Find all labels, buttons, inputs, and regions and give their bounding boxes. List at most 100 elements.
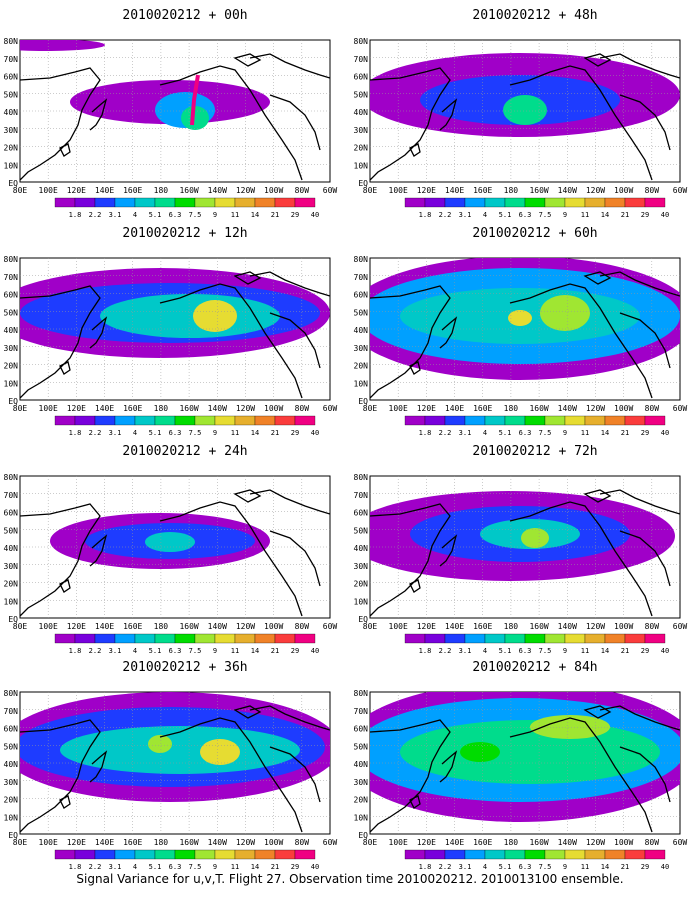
colorbar-label: 40 xyxy=(661,429,669,437)
colorbar-label: 14 xyxy=(601,211,609,219)
lat-label: 60N xyxy=(4,509,19,518)
colorbar-swatch xyxy=(404,415,426,426)
colorbar-swatch xyxy=(294,633,316,644)
colorbar-swatch xyxy=(644,849,666,860)
colorbar-label: 1.8 xyxy=(69,863,82,871)
colorbar-swatch xyxy=(54,633,76,644)
variance-contour xyxy=(530,715,610,739)
lon-label: 60W xyxy=(673,186,688,195)
colorbar-label: 7.5 xyxy=(539,429,552,437)
colorbar-swatch xyxy=(74,633,96,644)
lat-label: 20N xyxy=(354,580,369,589)
lon-label: 140E xyxy=(95,404,114,413)
colorbar-swatch xyxy=(404,849,426,860)
colorbar-label: 29 xyxy=(641,211,649,219)
colorbar-label: 40 xyxy=(311,211,319,219)
colorbar-swatch xyxy=(484,849,506,860)
coastline xyxy=(233,271,262,285)
lat-label: 80N xyxy=(4,255,19,264)
lat-label: 40N xyxy=(4,760,19,769)
colorbar-swatch xyxy=(114,849,136,860)
variance-contour xyxy=(540,295,590,331)
lon-label: 160E xyxy=(473,622,492,631)
colorbar-label: 4 xyxy=(483,863,487,871)
variance-field xyxy=(20,476,330,618)
coastline xyxy=(233,489,262,503)
coastline xyxy=(233,53,262,67)
lat-label: 20N xyxy=(4,144,19,153)
colorbar-label: 2.2 xyxy=(89,647,102,655)
variance-field xyxy=(370,476,680,618)
colorbar-label: 3.1 xyxy=(109,211,122,219)
colorbar-label: 40 xyxy=(311,429,319,437)
lat-label: 60N xyxy=(354,291,369,300)
colorbar-label: 5.1 xyxy=(499,863,512,871)
lon-label: 120E xyxy=(67,622,86,631)
coastline xyxy=(509,717,653,833)
lon-label: 140W xyxy=(558,838,577,847)
coastline xyxy=(159,717,303,833)
lon-label: 120W xyxy=(236,186,255,195)
lat-label: 10N xyxy=(4,597,19,606)
colorbar-label: 11 xyxy=(581,647,589,655)
colorbar-label: 40 xyxy=(661,647,669,655)
lat-label: 70N xyxy=(4,55,19,64)
coastline xyxy=(89,750,108,783)
lat-label: 10N xyxy=(354,379,369,388)
lon-label: 180 xyxy=(154,404,169,413)
coastline xyxy=(20,285,101,399)
lon-label: 160W xyxy=(179,838,198,847)
lon-label: 160E xyxy=(123,838,142,847)
colorbar-swatch xyxy=(194,197,216,208)
lon-label: 120E xyxy=(67,404,86,413)
colorbar-swatch xyxy=(564,197,586,208)
colorbar-swatch xyxy=(234,415,256,426)
coastline xyxy=(409,579,421,593)
colorbar-swatch xyxy=(214,633,236,644)
lat-label: 30N xyxy=(354,778,369,787)
lon-label: 120E xyxy=(417,186,436,195)
colorbar-label: 40 xyxy=(661,211,669,219)
lon-label: 60W xyxy=(323,186,338,195)
colorbar-label: 6.3 xyxy=(169,647,182,655)
colorbar-label: 7.5 xyxy=(539,863,552,871)
colorbar-swatch xyxy=(154,415,176,426)
colorbar-swatch xyxy=(54,415,76,426)
coastline xyxy=(20,503,101,617)
colorbar-label: 2.2 xyxy=(89,211,102,219)
variance-contour xyxy=(193,300,237,332)
colorbar-label: 3.1 xyxy=(109,863,122,871)
lat-label: 80N xyxy=(354,473,369,482)
lon-label: 120W xyxy=(586,404,605,413)
coastline xyxy=(20,719,101,833)
lon-label: 140E xyxy=(445,622,464,631)
lon-label: 180 xyxy=(504,186,519,195)
colorbar-swatch xyxy=(74,415,96,426)
panel-title: 2010020212 + 24h xyxy=(122,444,248,459)
lat-label: 70N xyxy=(4,707,19,716)
lat-label: 10N xyxy=(354,161,369,170)
colorbar-label: 4 xyxy=(133,429,137,437)
lon-label: 140W xyxy=(558,404,577,413)
colorbar-swatch xyxy=(404,197,426,208)
colorbar-swatch xyxy=(624,633,646,644)
lon-label: 160E xyxy=(473,186,492,195)
lon-label: 100E xyxy=(39,838,58,847)
colorbar-swatch xyxy=(114,197,136,208)
variance-contour xyxy=(521,528,549,548)
lat-label: EQ xyxy=(8,179,18,188)
colorbar-swatch xyxy=(464,197,486,208)
lon-label: 180 xyxy=(154,838,169,847)
lon-label: 100W xyxy=(614,186,633,195)
variance-contour xyxy=(503,95,547,125)
lon-label: 120E xyxy=(67,838,86,847)
lon-label: 60W xyxy=(673,622,688,631)
panel-title: 2010020212 + 48h xyxy=(472,8,598,23)
colorbar-swatch xyxy=(604,197,626,208)
variance-contour xyxy=(145,532,195,552)
lon-label: 80W xyxy=(645,622,660,631)
colorbar-label: 3.1 xyxy=(109,647,122,655)
colorbar-label: 40 xyxy=(661,863,669,871)
lat-label: 20N xyxy=(4,362,19,371)
colorbar-label: 9 xyxy=(563,211,567,219)
